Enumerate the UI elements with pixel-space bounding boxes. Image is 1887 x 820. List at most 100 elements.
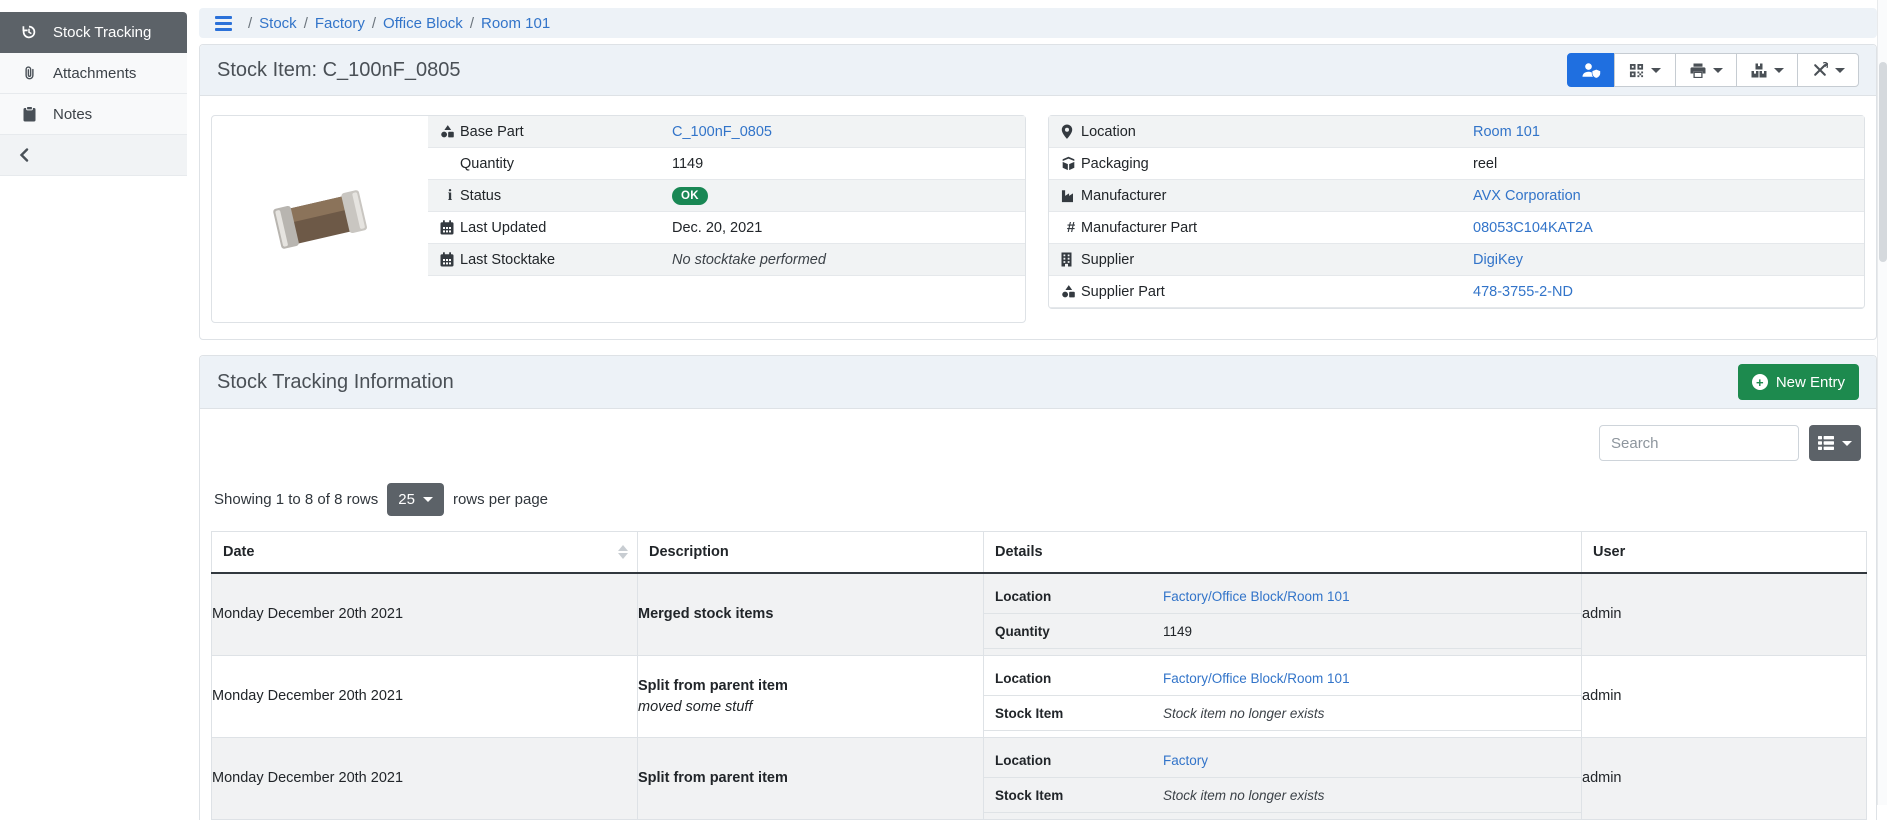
stock-item-toolbar: [1567, 53, 1859, 87]
detail-sub-row: Location Factory/Office Block/Room 101: [984, 579, 1581, 615]
shapes-icon: [1049, 284, 1081, 299]
page-size-value: 25: [398, 491, 415, 508]
location-link[interactable]: Room 101: [1473, 123, 1540, 140]
chevron-down-icon: [1651, 67, 1661, 73]
detail-row-supplier: Supplier DigiKey: [1049, 244, 1864, 276]
stock-actions-button[interactable]: [1736, 53, 1798, 87]
detail-label: Base Part: [460, 123, 524, 140]
stock-admin-button[interactable]: [1567, 53, 1615, 87]
calendar-icon: [428, 252, 460, 267]
location-link[interactable]: Factory/Office Block/Room 101: [1163, 670, 1350, 686]
stock-item-source-card: Location Room 101 Packaging reel: [1048, 115, 1865, 309]
chevron-down-icon: [1712, 67, 1723, 73]
pagination-info: Showing 1 to 8 of 8 rows 25 rows per pag…: [214, 483, 1865, 516]
detail-row-last-stocktake: Last Stocktake No stocktake performed: [428, 244, 1025, 276]
cell-user: admin: [1581, 572, 1867, 656]
breadcrumb-separator: /: [371, 14, 377, 32]
stock-item-source-table: Location Room 101 Packaging reel: [1049, 116, 1864, 308]
stock-tracking-body: Showing 1 to 8 of 8 rows 25 rows per pag…: [200, 409, 1876, 820]
detail-label: Manufacturer Part: [1081, 219, 1198, 236]
detail-label: Packaging: [1081, 155, 1149, 172]
supplier-link[interactable]: DigiKey: [1473, 251, 1523, 268]
breadcrumb-link-room-101[interactable]: Room 101: [480, 14, 551, 32]
detail-row-manufacturer: Manufacturer AVX Corporation: [1049, 180, 1864, 212]
quantity-value: 1149: [672, 155, 704, 172]
cell-date: Monday December 20th 2021: [211, 572, 638, 656]
sidebar-item-stock-tracking[interactable]: Stock Tracking: [0, 12, 187, 53]
cell-date: Monday December 20th 2021: [211, 736, 638, 820]
scrollbar-thumb[interactable]: [1879, 62, 1887, 262]
detail-row-status: i Status OK: [428, 180, 1025, 212]
menu-icon[interactable]: [215, 15, 232, 31]
breadcrumb-link-factory[interactable]: Factory: [314, 14, 365, 32]
page-scrollbar[interactable]: [1877, 0, 1887, 805]
detail-label: Last Stocktake: [460, 251, 556, 268]
detail-row-packaging: Packaging reel: [1049, 148, 1864, 180]
sidebar-item-label: Notes: [53, 105, 93, 123]
breadcrumb: / Stock / Factory / Office Block / Room …: [199, 8, 1877, 38]
detail-sub-row: Stock Item Stock item no longer exists: [984, 696, 1581, 731]
list-columns-icon: [1818, 436, 1834, 450]
stock-item-details: Base Part C_100nF_0805 Quantity 1149 i S…: [200, 96, 1876, 339]
print-actions-button[interactable]: [1675, 53, 1737, 87]
table-header-row: Date Description Details User: [211, 531, 1867, 574]
sidebar-item-label: Attachments: [53, 64, 137, 82]
sidebar-item-notes[interactable]: Notes: [0, 94, 187, 135]
cell-details: Location Factory/Office Block/Room 101 Q…: [983, 572, 1582, 656]
table-row: Monday December 20th 2021 Split from par…: [211, 654, 1867, 738]
clipboard-icon: [17, 106, 41, 122]
sidebar-collapse-button[interactable]: [0, 135, 187, 176]
search-input[interactable]: [1599, 425, 1799, 461]
detail-label: Supplier: [1081, 251, 1135, 268]
user-shield-icon: [1581, 62, 1601, 78]
sidebar-item-attachments[interactable]: Attachments: [0, 53, 187, 94]
location-link[interactable]: Factory: [1163, 752, 1209, 768]
new-entry-label: New Entry: [1775, 373, 1845, 391]
sidebar: Stock Tracking Attachments Notes: [0, 12, 187, 176]
entry-note: moved some stuff: [638, 698, 753, 715]
cell-date: Monday December 20th 2021: [211, 654, 638, 738]
manufacturer-part-link[interactable]: 08053C104KAT2A: [1473, 219, 1593, 236]
cell-description: Split from parent item: [637, 736, 984, 820]
column-header-date[interactable]: Date: [211, 531, 638, 574]
barcode-actions-button[interactable]: [1614, 53, 1676, 87]
main-content: / Stock / Factory / Office Block / Room …: [199, 0, 1877, 820]
sort-icon: [618, 545, 628, 559]
last-updated-value: Dec. 20, 2021: [672, 219, 763, 236]
stock-item-panel: Stock Item: C_100nF_0805: [199, 44, 1877, 340]
manufacturer-link[interactable]: AVX Corporation: [1473, 187, 1581, 204]
page-size-dropdown[interactable]: 25: [387, 483, 444, 516]
packaging-value: reel: [1473, 155, 1498, 172]
detail-row-manufacturer-part: # Manufacturer Part 08053C104KAT2A: [1049, 212, 1864, 244]
new-entry-button[interactable]: + New Entry: [1737, 364, 1859, 400]
columns-dropdown-button[interactable]: [1809, 425, 1861, 461]
part-image[interactable]: [212, 116, 428, 322]
building-icon: [1049, 252, 1081, 267]
breadcrumb-separator: /: [248, 14, 253, 32]
base-part-link[interactable]: C_100nF_0805: [672, 123, 772, 140]
detail-label: Status: [460, 187, 502, 204]
breadcrumb-link-stock[interactable]: Stock: [259, 14, 297, 32]
column-header-description: Description: [637, 531, 984, 574]
detail-label: Manufacturer: [1081, 187, 1167, 204]
table-row: Monday December 20th 2021 Merged stock i…: [211, 572, 1867, 656]
stock-item-summary-table: Base Part C_100nF_0805 Quantity 1149 i S…: [428, 116, 1025, 322]
edit-actions-button[interactable]: [1797, 53, 1859, 87]
detail-label: Last Updated: [460, 219, 547, 236]
shapes-icon: [428, 124, 460, 139]
map-marker-icon: [1049, 124, 1081, 139]
stock-tracking-table: Date Description Details User Monday Dec…: [211, 531, 1867, 820]
chevron-down-icon: [1773, 67, 1784, 73]
table-controls: [211, 425, 1861, 461]
detail-sub-row: Location Factory: [984, 743, 1581, 778]
supplier-part-link[interactable]: 478-3755-2-ND: [1473, 283, 1573, 300]
tools-icon: [1812, 62, 1828, 78]
cell-description: Merged stock items: [637, 572, 984, 656]
status-badge: OK: [672, 186, 708, 205]
breadcrumb-separator: /: [303, 14, 308, 32]
rows-per-page-label: rows per page: [452, 491, 549, 508]
breadcrumb-link-office-block[interactable]: Office Block: [383, 14, 463, 32]
detail-row-supplier-part: Supplier Part 478-3755-2-ND: [1049, 276, 1864, 308]
location-link[interactable]: Factory/Office Block/Room 101: [1163, 588, 1350, 604]
detail-row-last-updated: Last Updated Dec. 20, 2021: [428, 212, 1025, 244]
